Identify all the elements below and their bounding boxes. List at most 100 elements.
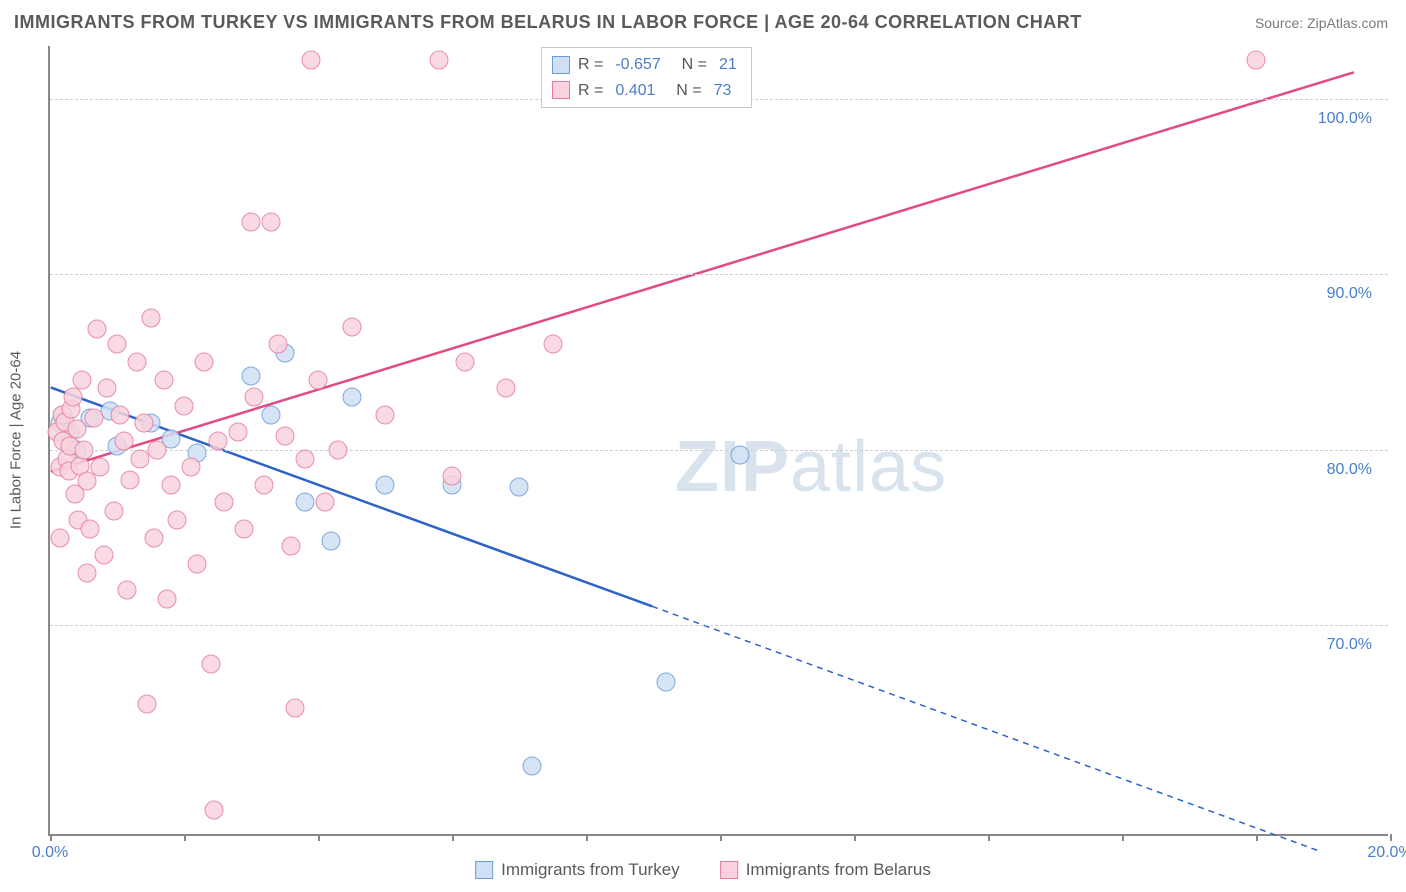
data-point-belarus: [315, 493, 334, 512]
y-tick-label: 70.0%: [1327, 636, 1372, 654]
data-point-belarus: [302, 51, 321, 70]
gridline-h: [50, 625, 1388, 626]
x-tick-label: 20.0%: [1367, 844, 1406, 862]
gridline-h: [50, 450, 1388, 451]
x-tick-label: 0.0%: [32, 844, 68, 862]
plot-area: ZIPatlas 70.0%80.0%90.0%100.0%0.0%20.0%: [48, 46, 1388, 836]
x-tick: [854, 834, 856, 841]
data-point-belarus: [262, 212, 281, 231]
data-point-turkey: [657, 672, 676, 691]
x-tick: [586, 834, 588, 841]
corr-row-turkey: R = -0.657 N = 21: [552, 52, 741, 78]
corr-R-label: R =: [578, 52, 603, 78]
data-point-belarus: [175, 396, 194, 415]
data-point-belarus: [188, 554, 207, 573]
data-point-belarus: [168, 511, 187, 530]
corr-N-value-belarus: 73: [710, 78, 736, 104]
x-tick: [50, 834, 52, 841]
corr-N-label: N =: [673, 52, 707, 78]
data-point-belarus: [91, 458, 110, 477]
data-point-belarus: [195, 353, 214, 372]
corr-R-value-turkey: -0.657: [611, 52, 664, 78]
series-legend: Immigrants from Turkey Immigrants from B…: [475, 860, 931, 880]
data-point-belarus: [282, 537, 301, 556]
data-point-belarus: [228, 423, 247, 442]
data-point-belarus: [144, 528, 163, 547]
y-tick-label: 80.0%: [1327, 461, 1372, 479]
data-point-belarus: [121, 470, 140, 489]
legend-item-turkey: Immigrants from Turkey: [475, 860, 680, 880]
data-point-belarus: [84, 409, 103, 428]
chart-title: IMMIGRANTS FROM TURKEY VS IMMIGRANTS FRO…: [14, 12, 1082, 33]
data-point-belarus: [268, 335, 287, 354]
data-point-belarus: [118, 581, 137, 600]
corr-N-value-turkey: 21: [715, 52, 741, 78]
data-point-belarus: [74, 440, 93, 459]
data-point-belarus: [329, 440, 348, 459]
data-point-belarus: [1247, 51, 1266, 70]
x-tick: [988, 834, 990, 841]
data-point-belarus: [235, 519, 254, 538]
data-point-belarus: [456, 353, 475, 372]
data-point-belarus: [154, 370, 173, 389]
data-point-belarus: [285, 698, 304, 717]
corr-row-belarus: R = 0.401 N = 73: [552, 78, 741, 104]
x-tick: [318, 834, 320, 841]
data-point-belarus: [181, 458, 200, 477]
data-point-belarus: [141, 309, 160, 328]
data-point-belarus: [205, 800, 224, 819]
data-point-belarus: [201, 654, 220, 673]
data-point-belarus: [51, 528, 70, 547]
x-tick: [452, 834, 454, 841]
data-point-belarus: [111, 405, 130, 424]
data-point-belarus: [87, 319, 106, 338]
data-point-turkey: [242, 367, 261, 386]
x-tick: [720, 834, 722, 841]
data-point-belarus: [77, 563, 96, 582]
corr-N-label: N =: [667, 78, 701, 104]
x-tick: [1390, 834, 1392, 841]
data-point-turkey: [376, 475, 395, 494]
x-tick: [184, 834, 186, 841]
corr-swatch-belarus: [552, 81, 570, 99]
legend-item-belarus: Immigrants from Belarus: [720, 860, 931, 880]
y-tick-label: 100.0%: [1318, 110, 1372, 128]
data-point-belarus: [161, 475, 180, 494]
data-point-belarus: [295, 449, 314, 468]
corr-swatch-turkey: [552, 56, 570, 74]
regression-lines-layer: [50, 46, 1388, 834]
data-point-belarus: [215, 493, 234, 512]
y-tick-label: 90.0%: [1327, 285, 1372, 303]
data-point-belarus: [275, 426, 294, 445]
gridline-h: [50, 274, 1388, 275]
data-point-belarus: [67, 419, 86, 438]
data-point-belarus: [148, 440, 167, 459]
data-point-belarus: [342, 317, 361, 336]
data-point-turkey: [731, 446, 750, 465]
data-point-belarus: [208, 432, 227, 451]
chart-container: IMMIGRANTS FROM TURKEY VS IMMIGRANTS FRO…: [0, 0, 1406, 892]
x-tick: [1256, 834, 1258, 841]
data-point-turkey: [510, 477, 529, 496]
data-point-belarus: [81, 519, 100, 538]
legend-swatch-turkey: [475, 861, 493, 879]
data-point-belarus: [158, 590, 177, 609]
legend-label-turkey: Immigrants from Turkey: [501, 860, 680, 880]
data-point-belarus: [128, 353, 147, 372]
legend-swatch-belarus: [720, 861, 738, 879]
data-point-belarus: [94, 546, 113, 565]
data-point-turkey: [322, 532, 341, 551]
legend-label-belarus: Immigrants from Belarus: [746, 860, 931, 880]
data-point-belarus: [309, 370, 328, 389]
data-point-belarus: [73, 370, 92, 389]
data-point-belarus: [242, 212, 261, 231]
data-point-belarus: [429, 51, 448, 70]
data-point-turkey: [295, 493, 314, 512]
data-point-belarus: [97, 379, 116, 398]
data-point-belarus: [496, 379, 515, 398]
data-point-turkey: [262, 405, 281, 424]
data-point-belarus: [108, 335, 127, 354]
correlation-legend: R = -0.657 N = 21R = 0.401 N = 73: [541, 47, 752, 108]
corr-R-value-belarus: 0.401: [611, 78, 659, 104]
data-point-belarus: [443, 467, 462, 486]
